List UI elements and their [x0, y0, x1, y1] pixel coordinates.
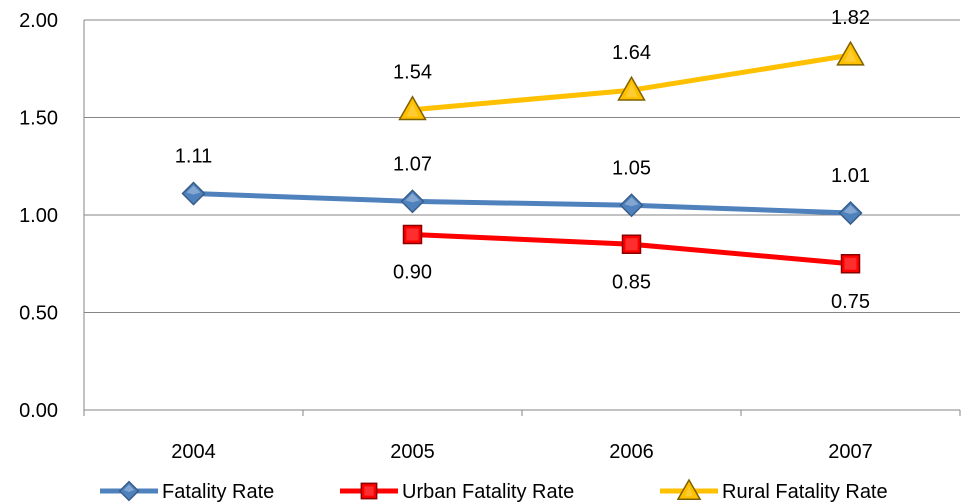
diamond-highlight: [624, 197, 639, 207]
square-highlight: [406, 228, 419, 241]
legend-label: Rural Fatality Rate: [722, 481, 888, 503]
y-tick-label: 2.00: [19, 10, 58, 32]
legend-marker: [360, 482, 378, 500]
diamond-shape: [400, 189, 425, 214]
x-tick-label: 2006: [609, 441, 654, 463]
y-tick-label: 1.50: [19, 108, 58, 130]
square-shape: [402, 224, 423, 245]
square-highlight: [625, 238, 638, 251]
y-tick-label: 1.00: [19, 205, 58, 227]
triangle-shape: [676, 478, 702, 501]
square-shape: [621, 234, 642, 254]
diamond-shape: [838, 200, 863, 226]
fatality-rate-data-label: 1.01: [831, 165, 870, 187]
legend-item-fatality-rate: Fatality Rate: [100, 480, 274, 503]
triangle-shape: [398, 95, 427, 121]
series-layer: [181, 40, 865, 274]
triangle-highlight: [406, 102, 419, 117]
legend-marker: [676, 478, 702, 501]
diamond-shape: [619, 193, 644, 218]
grid-layer: [84, 19, 960, 313]
diamond-highlight: [405, 193, 420, 203]
urban-fatality-rate-point: [621, 234, 642, 254]
triangle-highlight: [844, 48, 857, 62]
square-highlight: [844, 257, 857, 270]
fatality-rate-data-label: 1.05: [612, 157, 651, 179]
fatality-rate-point: [400, 189, 425, 214]
rural-fatality-rate-point: [617, 75, 646, 101]
triangle-highlight: [625, 83, 638, 97]
legend-item-rural-fatality-rate: Rural Fatality Rate: [660, 478, 888, 503]
x-tick-label: 2005: [390, 441, 435, 463]
urban-fatality-rate-data-label: 0.85: [612, 271, 651, 293]
legend: Fatality Rate Urban Fatality Rate Rural Fa…: [100, 478, 888, 503]
square-highlight: [364, 486, 374, 496]
diamond-shape: [118, 480, 140, 502]
axis-layer: 0.00 0.50 1.00 1.50 2.00 2004 2005 2006 2007: [19, 10, 961, 463]
rural-fatality-rate-data-label: 1.54: [393, 62, 432, 84]
rural-fatality-rate-data-label: 1.64: [612, 42, 651, 64]
y-tick-label: 0.00: [19, 400, 58, 422]
rural-fatality-rate-point: [836, 40, 865, 66]
square-shape: [360, 482, 378, 500]
fatality-rate-point: [181, 181, 206, 206]
triangle-shape: [617, 75, 646, 101]
urban-fatality-rate-point: [402, 224, 423, 245]
urban-fatality-rate-point: [840, 254, 861, 274]
square-shape: [840, 254, 861, 274]
data-label-layer: 1.11 1.07 1.05 1.01 0.90 0.85 0.75 1.54 1.64 1.82: [175, 7, 870, 313]
rural-fatality-rate-data-label: 1.82: [831, 7, 870, 29]
fatality-rate-point: [619, 193, 644, 218]
urban-fatality-rate-data-label: 0.90: [393, 262, 432, 284]
x-tick-label: 2004: [171, 441, 216, 463]
triangle-highlight: [684, 485, 694, 497]
fatality-rate-data-label: 1.07: [393, 153, 432, 175]
fatality-rate-data-label: 1.11: [175, 146, 212, 168]
fatality-rate-line: [193, 191, 851, 216]
y-tick-label: 0.50: [19, 303, 58, 325]
legend-label: Urban Fatality Rate: [402, 481, 574, 503]
legend-item-urban-fatality-rate: Urban Fatality Rate: [340, 481, 574, 503]
diamond-highlight: [123, 484, 135, 492]
diamond-highlight: [186, 185, 201, 195]
rural-fatality-rate-point: [398, 95, 427, 121]
fatality-rate-point: [838, 200, 863, 226]
urban-fatality-rate-data-label: 0.75: [831, 291, 870, 313]
legend-marker: [118, 480, 140, 502]
diamond-highlight: [843, 205, 858, 215]
legend-label: Fatality Rate: [162, 481, 274, 503]
diamond-shape: [181, 181, 206, 206]
triangle-shape: [836, 40, 865, 66]
x-tick-label: 2007: [828, 441, 873, 463]
